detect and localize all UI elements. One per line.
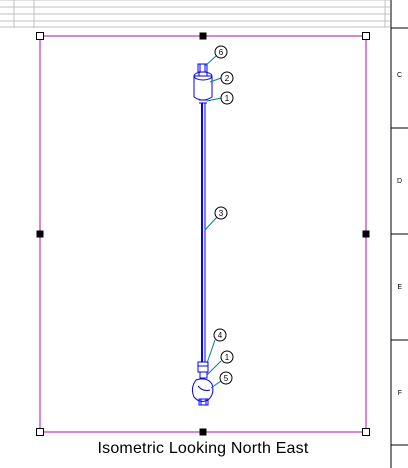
view-caption: Isometric Looking North East (97, 440, 309, 457)
balloon-3-pipe[interactable]: 3 (214, 206, 228, 220)
corner-handle-bottom-left[interactable] (36, 428, 44, 436)
balloon-1-bottom[interactable]: 1 (220, 350, 234, 364)
zone-letter-c: C (396, 72, 402, 79)
svg-text:1: 1 (225, 94, 230, 103)
balloon-2-top[interactable]: 2 (220, 71, 234, 85)
zone-letter-f: F (397, 390, 402, 397)
top-fitting (193, 63, 213, 104)
title-block-grid (0, 0, 390, 28)
svg-text:5: 5 (224, 374, 229, 383)
zone-letter-d: D (396, 178, 402, 185)
mid-handle-right[interactable] (362, 230, 370, 238)
balloon-1-top[interactable]: 1 (220, 91, 234, 105)
mid-handle-bottom[interactable] (199, 428, 207, 436)
bottom-fitting (191, 361, 214, 406)
svg-text:1: 1 (225, 353, 230, 362)
svg-text:6: 6 (219, 48, 224, 57)
svg-text:3: 3 (219, 209, 224, 218)
svg-text:4: 4 (218, 331, 223, 340)
balloon-4-bottom[interactable]: 4 (213, 328, 227, 342)
corner-handle-top-left[interactable] (36, 32, 44, 40)
balloon-5-bottom[interactable]: 5 (219, 371, 233, 385)
svg-text:2: 2 (225, 74, 230, 83)
leader-lines (204, 55, 222, 389)
zone-letter-e: E (397, 284, 402, 291)
pipe-run (201, 103, 206, 362)
corner-handle-top-right[interactable] (362, 32, 370, 40)
corner-handle-bottom-right[interactable] (362, 428, 370, 436)
mid-handle-left[interactable] (36, 230, 44, 238)
mid-handle-top[interactable] (199, 32, 207, 40)
balloon-6-top[interactable]: 6 (214, 45, 228, 59)
